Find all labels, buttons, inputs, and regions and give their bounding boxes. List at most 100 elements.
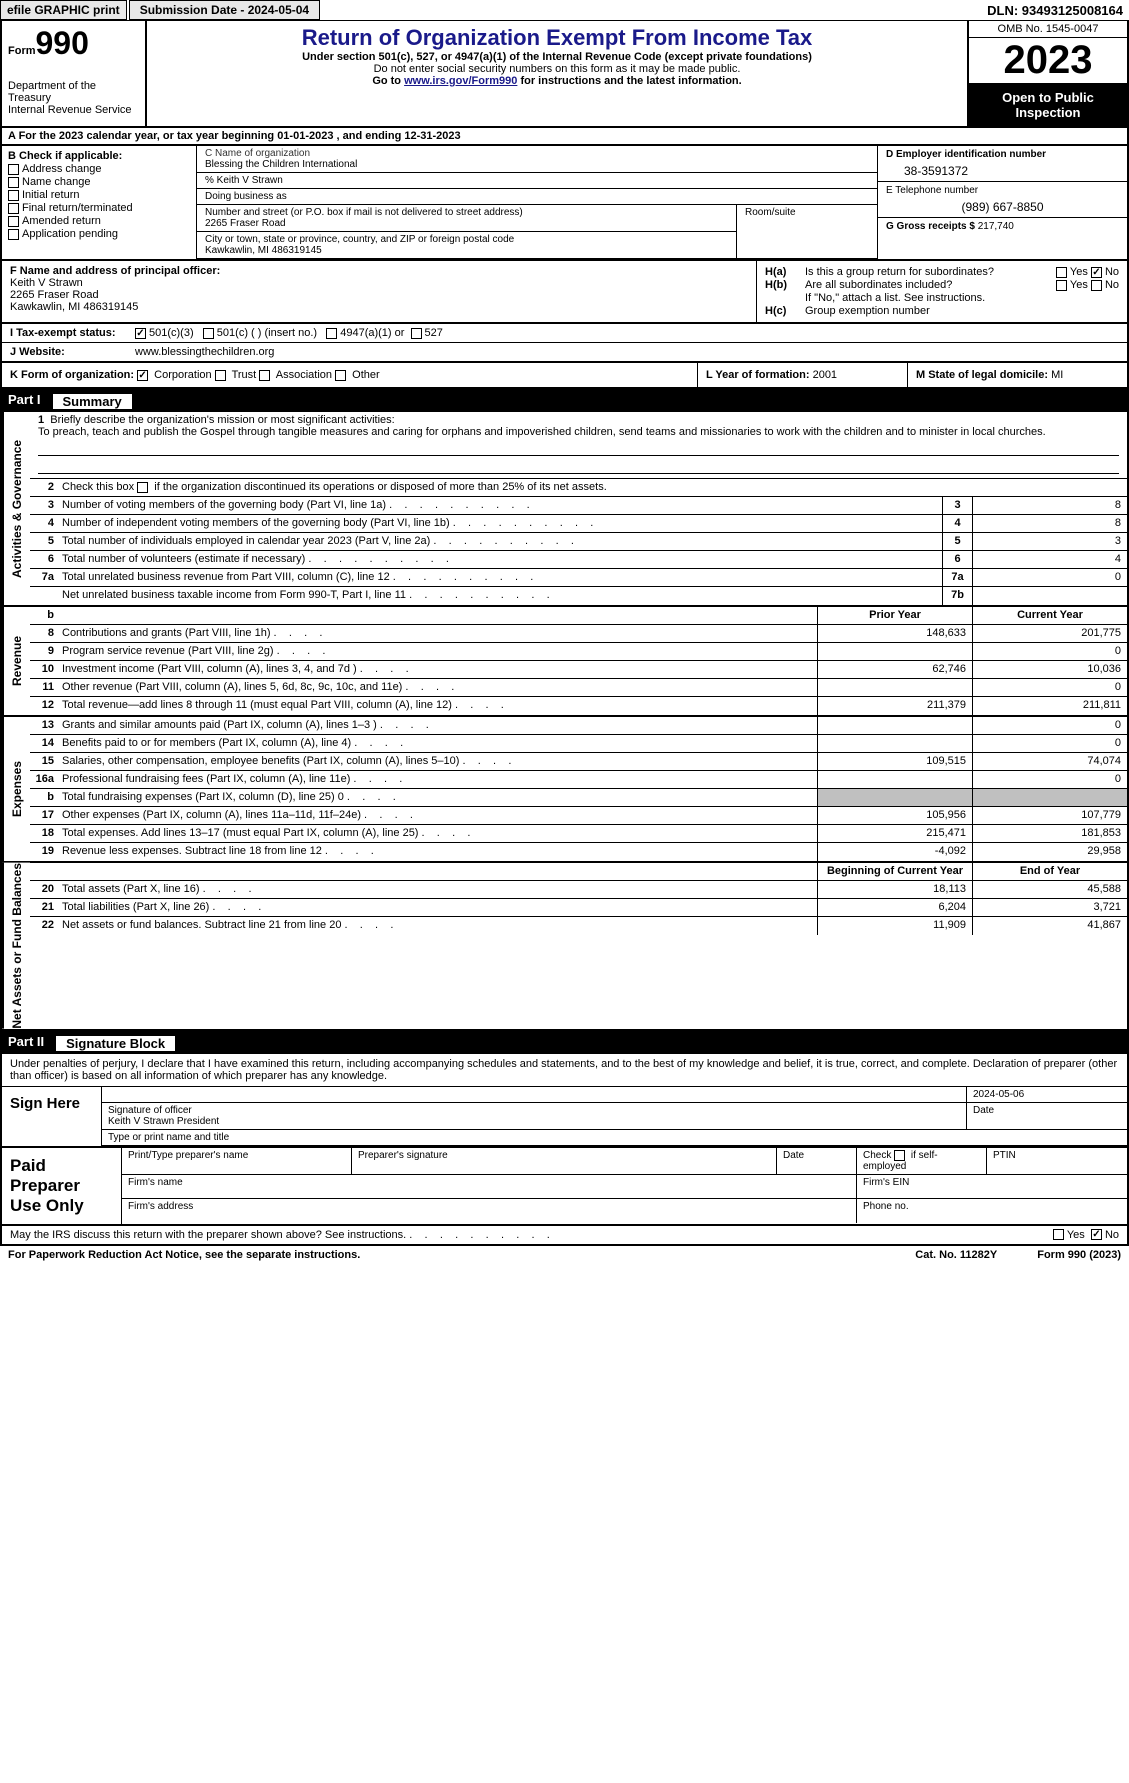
col-prior: Prior Year [817,607,972,624]
chk-other[interactable] [335,370,346,381]
line-desc: Total revenue—add lines 8 through 11 (mu… [58,697,817,715]
form-number: Form990 [8,25,139,62]
officer-addr1: 2265 Fraser Road [10,289,748,301]
lbl-app-pending: Application pending [22,228,118,240]
chk-app-pending[interactable] [8,229,19,240]
omb-number: OMB No. 1545-0047 [969,21,1127,38]
gross-receipts: G Gross receipts $ 217,740 [878,218,1127,235]
prior-val: 105,956 [817,807,972,824]
ag-body: 1 Briefly describe the organization's mi… [30,412,1127,605]
chk-self-employed[interactable] [894,1150,905,1161]
line-desc: Net assets or fund balances. Subtract li… [58,917,817,935]
line-14: 14Benefits paid to or for members (Part … [30,735,1127,753]
part-1-header: Part I Summary [0,389,1129,412]
lbl-final-return: Final return/terminated [22,202,133,214]
sig-officer-lbl: Signature of officer [108,1105,960,1116]
line-num: 5 [30,533,58,550]
line-val: 4 [972,551,1127,568]
line-21: 21Total liabilities (Part X, line 26)6,2… [30,899,1127,917]
line-b: bTotal fundraising expenses (Part IX, co… [30,789,1127,807]
line-val: 0 [972,569,1127,586]
line-15: 15Salaries, other compensation, employee… [30,753,1127,771]
sig-officer-name: Keith V Strawn President [108,1116,960,1127]
chk-discuss-no[interactable] [1091,1229,1102,1240]
rev-body: b Prior Year Current Year 8Contributions… [30,607,1127,715]
ein-lbl: D Employer identification number [886,149,1119,160]
line-val: 8 [972,497,1127,514]
m-lbl: M State of legal domicile: [916,369,1048,381]
sig-date-lbl: Date [967,1103,1127,1129]
signature-block: Under penalties of perjury, I declare th… [0,1054,1129,1148]
form-of-org: K Form of organization: Corporation Trus… [2,363,697,387]
principal-officer: F Name and address of principal officer:… [2,261,757,322]
line-desc: Salaries, other compensation, employee b… [58,753,817,770]
preparer-date-hdr: Date [777,1148,857,1174]
efile-graphic-print[interactable]: efile GRAPHIC print [0,0,127,20]
chk-527[interactable] [411,328,422,339]
chk-501c[interactable] [203,328,214,339]
lbl-address-change: Address change [22,163,102,175]
room-suite: Room/suite [737,205,877,258]
chk-association[interactable] [259,370,270,381]
net-assets-section: Net Assets or Fund Balances Beginning of… [0,863,1129,1031]
hc-lbl: H(c) [765,305,805,317]
mission-text: To preach, teach and publish the Gospel … [38,426,1046,438]
chk-discuss-yes[interactable] [1053,1229,1064,1240]
open-to-public: Open to Public Inspection [969,84,1127,126]
header-right: OMB No. 1545-0047 2023 Open to Public In… [967,21,1127,126]
line-11: 11Other revenue (Part VIII, column (A), … [30,679,1127,697]
line-5: 5Total number of individuals employed in… [30,533,1127,551]
chk-final-return[interactable] [8,203,19,214]
prior-val: 62,746 [817,661,972,678]
header-left: Form990 Department of the Treasury Inter… [2,21,147,126]
block-ij: I Tax-exempt status: 501(c)(3) 501(c) ( … [0,324,1129,363]
curr-val: 3,721 [972,899,1127,916]
col-eoy: End of Year [972,863,1127,880]
line-val [972,587,1127,605]
line-desc: Total number of individuals employed in … [58,533,942,550]
chk-ha-no[interactable] [1091,267,1102,278]
opt-4947: 4947(a)(1) or [340,327,404,339]
preparer-sig-hdr: Preparer's signature [352,1148,777,1174]
side-ag: Activities & Governance [2,412,30,605]
chk-amended-return[interactable] [8,216,19,227]
line-desc: Net unrelated business taxable income fr… [58,587,942,605]
line-num: 17 [30,807,58,824]
ha-yes: Yes [1070,266,1088,278]
discuss-yes: Yes [1067,1229,1085,1241]
lbl-name-change: Name change [22,176,91,188]
line-4: 4Number of independent voting members of… [30,515,1127,533]
chk-corporation[interactable] [137,370,148,381]
irs-discuss-row: May the IRS discuss this return with the… [0,1226,1129,1246]
line-8: 8Contributions and grants (Part VIII, li… [30,625,1127,643]
chk-address-change[interactable] [8,164,19,175]
hb-lbl: H(b) [765,279,805,291]
line-3: 3Number of voting members of the governi… [30,497,1127,515]
chk-discontinued[interactable] [137,482,148,493]
line-desc: Benefits paid to or for members (Part IX… [58,735,817,752]
chk-ha-yes[interactable] [1056,267,1067,278]
chk-4947[interactable] [326,328,337,339]
chk-501c3[interactable] [135,328,146,339]
line-desc: Other revenue (Part VIII, column (A), li… [58,679,817,696]
line-num: 21 [30,899,58,916]
ha-lbl: H(a) [765,266,805,278]
curr-val: 201,775 [972,625,1127,642]
chk-hb-yes[interactable] [1056,280,1067,291]
line-box: 3 [942,497,972,514]
chk-initial-return[interactable] [8,190,19,201]
line-22: 22Net assets or fund balances. Subtract … [30,917,1127,935]
goto-url[interactable]: www.irs.gov/Form990 [404,75,517,87]
ein-val: 38-3591372 [886,160,1119,178]
chk-trust[interactable] [215,370,226,381]
line-9: 9Program service revenue (Part VIII, lin… [30,643,1127,661]
line-num: 7a [30,569,58,586]
opt-527: 527 [425,327,443,339]
part-2-header: Part II Signature Block [0,1031,1129,1054]
line-desc: Contributions and grants (Part VIII, lin… [58,625,817,642]
line-desc: Program service revenue (Part VIII, line… [58,643,817,660]
chk-name-change[interactable] [8,177,19,188]
line-box: 4 [942,515,972,532]
form-word: Form [8,45,36,57]
chk-hb-no[interactable] [1091,280,1102,291]
